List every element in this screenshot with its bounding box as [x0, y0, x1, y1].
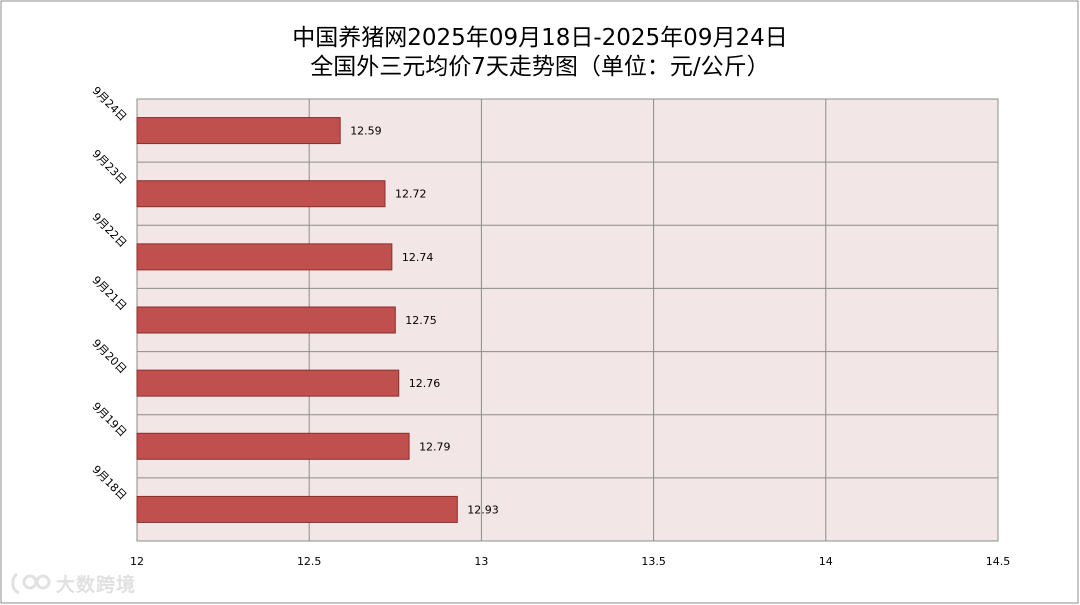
- data-label: 12.59: [350, 125, 382, 138]
- data-label: 12.75: [405, 314, 437, 327]
- watermark: 大数跨境: [8, 568, 136, 598]
- x-tick-label: 12.5: [297, 555, 322, 568]
- x-tick-label: 12: [130, 555, 144, 568]
- data-label: 12.79: [419, 440, 451, 453]
- bar: [136, 117, 341, 145]
- category-label: 9月24日: [89, 84, 129, 124]
- bar: [136, 495, 458, 523]
- x-tick-label: 13: [474, 555, 488, 568]
- category-label: 9月18日: [89, 463, 129, 503]
- data-label: 12.72: [395, 188, 427, 201]
- category-label: 9月22日: [89, 210, 129, 250]
- bar: [136, 243, 393, 271]
- chart-title-line2: 全国外三元均价7天走势图（单位：元/公斤）: [310, 54, 770, 80]
- chart-title-line1: 中国养猪网2025年09月18日-2025年09月24日: [292, 25, 788, 51]
- bar: [136, 432, 410, 460]
- bar: [136, 369, 400, 397]
- category-label: 9月19日: [89, 400, 129, 440]
- bar: [136, 180, 386, 208]
- data-label: 12.93: [467, 503, 499, 516]
- x-tick-label: 13.5: [641, 555, 666, 568]
- x-tick-label: 14.5: [986, 555, 1011, 568]
- watermark-text: 大数跨境: [56, 573, 137, 596]
- category-label: 9月21日: [89, 274, 129, 314]
- watermark-logo-icon: [11, 572, 51, 595]
- data-label: 12.76: [409, 377, 441, 390]
- category-label: 9月23日: [89, 147, 129, 187]
- bar: [136, 306, 396, 334]
- x-tick-label: 14: [819, 555, 833, 568]
- category-label: 9月20日: [89, 337, 129, 377]
- data-label: 12.74: [402, 251, 434, 264]
